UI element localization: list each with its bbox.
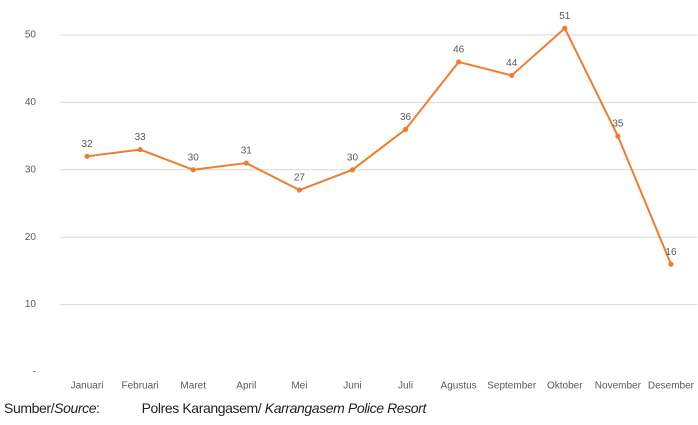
data-label: 44 — [506, 58, 518, 69]
point — [190, 167, 196, 173]
chart: - 10 20 30 40 50 Januari Februari Maret April Mei J… — [25, 11, 698, 392]
y-tick-label: 10 — [25, 299, 37, 310]
data-label: 32 — [81, 139, 93, 150]
x-tick-label: Juni — [343, 381, 361, 392]
point — [615, 133, 621, 139]
source-text: Polres Karangasem/ — [141, 400, 262, 416]
x-tick-label: November — [595, 381, 642, 392]
source-label-en: Source — [54, 400, 97, 416]
point — [668, 261, 674, 267]
page: - 10 20 30 40 50 Januari Februari Maret April Mei J… — [4, 10, 698, 416]
y-tick-label: 30 — [25, 164, 37, 175]
point — [456, 59, 462, 65]
data-label: 51 — [559, 11, 571, 22]
x-tick-label: April — [236, 381, 256, 392]
point — [137, 146, 143, 153]
data-label: 35 — [612, 119, 624, 130]
source-separator: : — [96, 400, 100, 416]
point — [349, 167, 356, 173]
x-tick-label: Februari — [122, 381, 159, 392]
line — [86, 27, 672, 265]
x-tick-label: Mei — [291, 381, 307, 392]
y-tick-label: - — [33, 367, 36, 378]
point — [509, 72, 515, 79]
point — [296, 187, 302, 193]
x-tick-label: Januari — [71, 381, 104, 392]
data-label: 31 — [241, 146, 253, 157]
source-note: Sumber/Source: Polres Karangasem/ Karrang… — [4, 400, 426, 416]
point — [402, 126, 409, 132]
y-tick-label: 40 — [25, 97, 37, 108]
point — [84, 153, 90, 159]
data-label: 30 — [188, 152, 200, 163]
x-tick-label: September — [487, 381, 537, 392]
x-tick-label: Juli — [398, 381, 413, 392]
x-tick-label: Desember — [648, 381, 695, 392]
x-tick-label: Agustus — [441, 381, 477, 392]
x-tick-label: Maret — [180, 381, 206, 392]
y-tick-label: 50 — [25, 30, 37, 41]
point — [243, 160, 249, 166]
x-tick-label: Oktober — [547, 381, 583, 392]
data-label: 33 — [135, 132, 147, 143]
y-tick-label: 20 — [25, 232, 37, 243]
source-text-en: Karrangasem Police Resort — [264, 400, 427, 416]
data-label: 36 — [400, 112, 412, 123]
source-label: Sumber/ — [4, 400, 55, 416]
data-label: 30 — [347, 152, 359, 163]
data-label: 27 — [294, 173, 306, 184]
point — [562, 25, 568, 31]
data-label: 46 — [453, 45, 465, 56]
data-label: 16 — [665, 247, 677, 258]
